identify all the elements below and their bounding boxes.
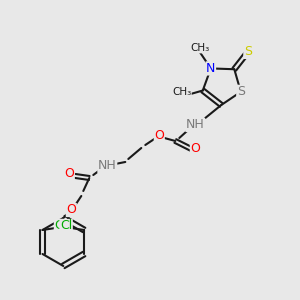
Text: O: O: [64, 167, 74, 181]
Text: O: O: [154, 130, 164, 142]
Text: O: O: [66, 203, 76, 217]
Text: NH: NH: [186, 118, 205, 131]
Text: CH₃: CH₃: [172, 87, 191, 97]
Text: N: N: [206, 62, 215, 75]
Text: S: S: [237, 85, 245, 98]
Text: CH₃: CH₃: [190, 43, 209, 53]
Text: Cl: Cl: [60, 220, 72, 232]
Text: S: S: [244, 45, 252, 58]
Text: NH: NH: [98, 160, 117, 172]
Text: Cl: Cl: [54, 220, 67, 232]
Text: O: O: [190, 142, 200, 155]
